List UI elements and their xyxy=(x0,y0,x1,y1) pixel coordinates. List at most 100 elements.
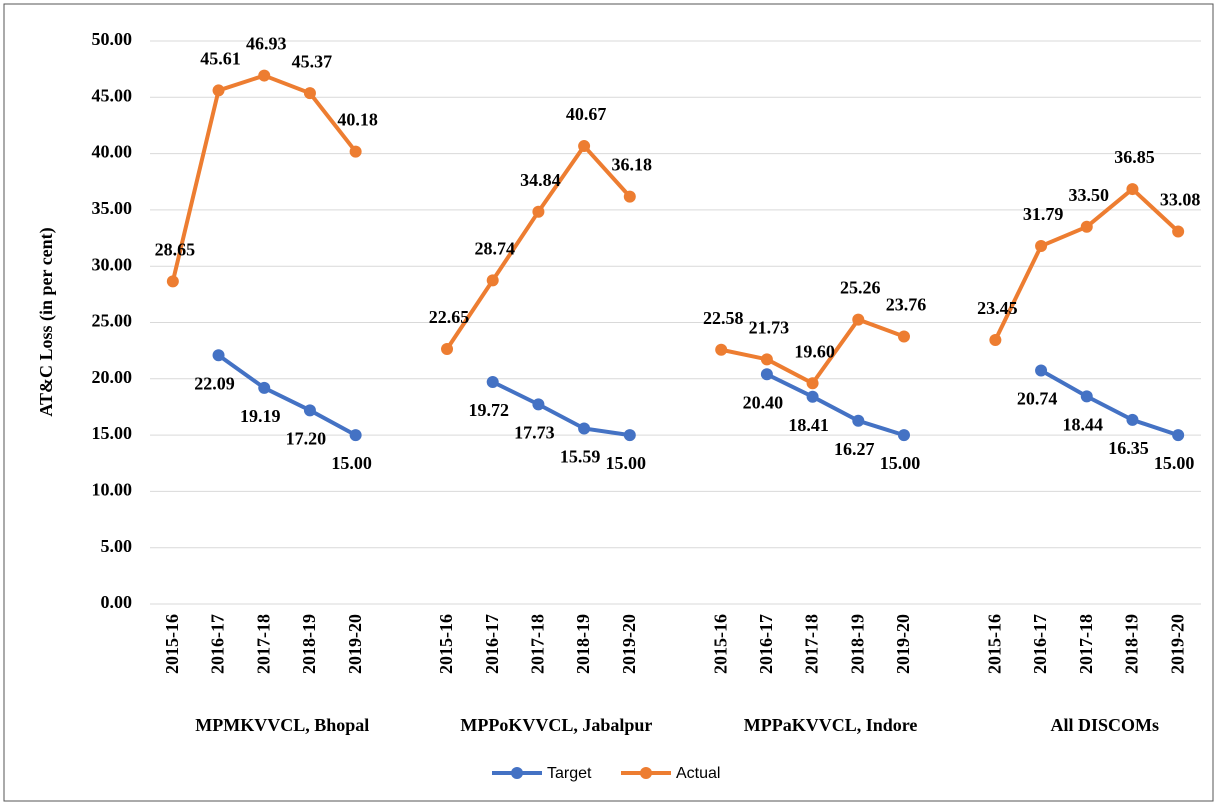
data-label: 16.35 xyxy=(1108,438,1149,458)
data-point xyxy=(303,404,316,417)
data-label: 28.74 xyxy=(474,239,515,259)
data-point xyxy=(806,390,819,403)
data-point xyxy=(578,140,591,153)
data-label: 36.85 xyxy=(1114,147,1155,167)
data-label: 15.00 xyxy=(331,453,372,473)
group-label: All DISCOMs xyxy=(1051,715,1160,735)
data-point xyxy=(760,353,773,366)
y-axis-label: AT&C Loss (in per cent) xyxy=(36,227,57,416)
data-point xyxy=(623,429,636,442)
x-tick-label: 2019-20 xyxy=(619,614,639,674)
data-point xyxy=(1035,364,1048,377)
data-label: 25.26 xyxy=(840,278,881,298)
x-tick-label: 2019-20 xyxy=(345,614,365,674)
data-label: 23.45 xyxy=(977,298,1018,318)
legend-label: Target xyxy=(547,765,592,782)
data-label: 15.59 xyxy=(560,447,601,467)
data-point xyxy=(486,274,499,287)
data-point xyxy=(258,69,271,82)
y-tick-label: 45.00 xyxy=(92,85,133,105)
data-label: 19.72 xyxy=(468,400,509,420)
x-tick-label: 2016-17 xyxy=(208,614,228,674)
y-tick-label: 35.00 xyxy=(92,198,133,218)
y-tick-label: 10.00 xyxy=(92,480,133,500)
data-point xyxy=(1080,220,1093,233)
data-label: 46.93 xyxy=(246,34,287,54)
data-point xyxy=(852,313,865,326)
data-point xyxy=(715,343,728,356)
data-label: 22.09 xyxy=(194,373,235,393)
data-point xyxy=(1172,225,1185,238)
data-label: 34.84 xyxy=(520,170,561,190)
data-label: 45.37 xyxy=(292,51,333,71)
series-line xyxy=(217,353,357,437)
x-tick-label: 2018-19 xyxy=(1122,614,1142,674)
data-label: 31.79 xyxy=(1023,204,1064,224)
data-label: 36.18 xyxy=(612,155,653,175)
x-tick-label: 2015-16 xyxy=(710,614,730,674)
data-point xyxy=(897,429,910,442)
x-tick-label: 2019-20 xyxy=(893,614,913,674)
y-tick-label: 50.00 xyxy=(92,29,133,49)
x-tick-label: 2016-17 xyxy=(482,614,502,674)
data-point xyxy=(852,414,865,427)
group-label: MPMKVVCL, Bhopal xyxy=(195,715,369,735)
data-label: 15.00 xyxy=(1154,453,1195,473)
y-tick-label: 30.00 xyxy=(92,254,133,274)
y-tick-label: 20.00 xyxy=(92,367,133,387)
data-label: 20.74 xyxy=(1017,389,1058,409)
series-line xyxy=(491,380,631,438)
data-label: 17.20 xyxy=(286,428,327,448)
legend-marker xyxy=(511,767,523,779)
data-label: 22.58 xyxy=(703,308,744,328)
group-label: MPPaKVVCL, Indore xyxy=(744,715,918,735)
data-label: 18.44 xyxy=(1063,414,1104,434)
data-point xyxy=(212,349,225,362)
x-tick-label: 2016-17 xyxy=(1030,614,1050,674)
legend: Target Actual xyxy=(492,765,720,782)
data-point xyxy=(806,377,819,390)
legend-label: Actual xyxy=(676,765,720,782)
data-point xyxy=(349,429,362,442)
data-point xyxy=(1126,183,1139,196)
x-tick-label: 2017-18 xyxy=(253,614,273,674)
x-tick-label: 2017-18 xyxy=(1076,614,1096,674)
x-tick-label: 2017-18 xyxy=(528,614,548,674)
data-point xyxy=(623,190,636,203)
x-tick-label: 2018-19 xyxy=(573,614,593,674)
data-point xyxy=(486,375,499,388)
x-tick-label: 2016-17 xyxy=(756,614,776,674)
x-tick-label: 2015-16 xyxy=(984,614,1004,674)
data-label: 19.60 xyxy=(794,341,835,361)
data-label: 28.65 xyxy=(155,240,196,260)
data-label: 40.67 xyxy=(566,104,607,124)
data-point xyxy=(166,275,179,288)
data-label: 18.41 xyxy=(788,415,829,435)
data-point xyxy=(532,205,545,218)
y-tick-label: 5.00 xyxy=(101,536,133,556)
data-label: 33.50 xyxy=(1069,185,1110,205)
data-point xyxy=(1080,390,1093,403)
y-tick-label: 15.00 xyxy=(92,423,133,443)
data-point xyxy=(349,145,362,158)
data-point xyxy=(1126,413,1139,426)
x-tick-label: 2017-18 xyxy=(802,614,822,674)
data-label: 33.08 xyxy=(1160,190,1201,210)
data-point xyxy=(212,84,225,97)
data-label: 19.19 xyxy=(240,406,281,426)
data-point xyxy=(441,342,454,355)
legend-marker xyxy=(640,767,652,779)
y-tick-label: 25.00 xyxy=(92,311,133,331)
data-point xyxy=(1035,240,1048,253)
series-line xyxy=(1040,368,1179,437)
data-point xyxy=(578,422,591,435)
data-point xyxy=(532,398,545,411)
group-label: MPPoKVVCL, Jabalpur xyxy=(460,715,652,735)
data-label: 15.00 xyxy=(606,453,647,473)
data-label: 40.18 xyxy=(337,110,378,130)
x-tick-label: 2019-20 xyxy=(1167,614,1187,674)
data-label: 17.73 xyxy=(514,422,555,442)
data-label: 20.40 xyxy=(743,392,784,412)
data-label: 45.61 xyxy=(200,49,241,69)
